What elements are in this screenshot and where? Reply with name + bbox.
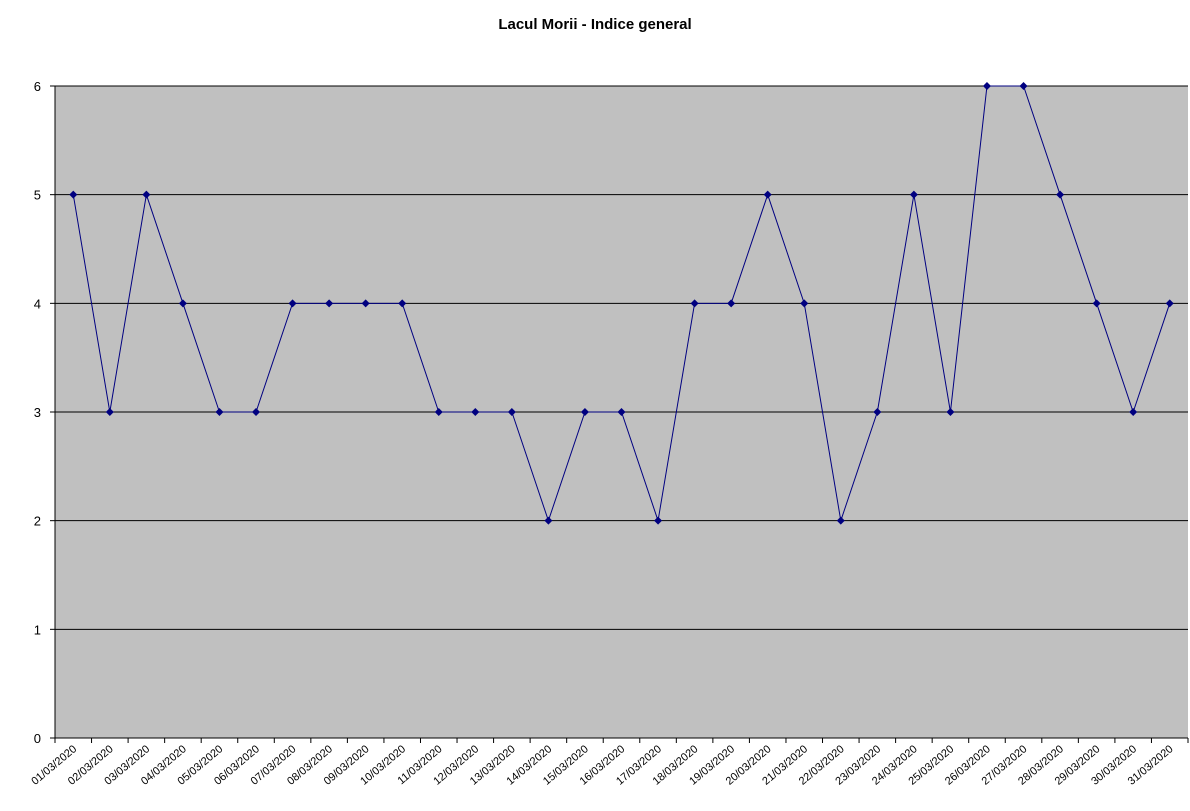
data-point: [105, 408, 114, 416]
data-point: [727, 299, 736, 308]
data-point: [507, 408, 516, 416]
data-point: [580, 408, 589, 416]
data-point: [873, 408, 882, 416]
data-point: [1092, 299, 1101, 308]
data-point: [946, 408, 955, 416]
y-tick-label: 2: [34, 514, 41, 529]
data-point: [215, 408, 224, 416]
y-tick-label: 5: [34, 188, 41, 203]
data-point: [544, 516, 553, 525]
chart-title: Lacul Morii - Indice general: [498, 16, 691, 33]
data-point: [690, 299, 699, 308]
data-point: [252, 408, 261, 416]
data-point: [1165, 299, 1174, 308]
data-point: [1056, 190, 1065, 199]
data-point: [361, 299, 370, 308]
data-point: [982, 82, 991, 90]
data-point: [69, 190, 78, 199]
y-tick-label: 3: [34, 405, 41, 420]
data-point: [325, 299, 334, 308]
data-point: [1019, 82, 1028, 90]
data-point: [178, 299, 187, 308]
data-point: [471, 408, 480, 416]
data-point: [142, 190, 151, 199]
y-tick-label: 0: [34, 731, 41, 746]
y-tick-label: 1: [34, 622, 41, 637]
data-point: [763, 190, 772, 199]
data-point: [617, 408, 626, 416]
data-point: [288, 299, 297, 308]
data-point: [398, 299, 407, 308]
data-point: [909, 190, 918, 199]
data-point: [836, 516, 845, 525]
data-point: [800, 299, 809, 308]
data-point: [434, 408, 443, 416]
y-tick-label: 6: [34, 79, 41, 94]
y-tick-label: 4: [34, 296, 41, 311]
data-point: [1129, 408, 1138, 416]
data-point: [654, 516, 663, 525]
